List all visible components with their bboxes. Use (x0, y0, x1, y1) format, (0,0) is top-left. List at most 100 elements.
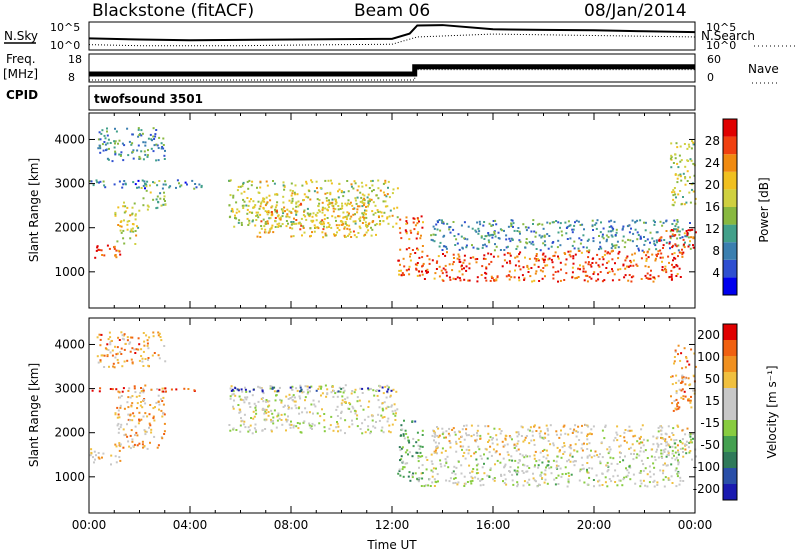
heatmap-cell (643, 243, 646, 246)
heatmap-cell (350, 215, 353, 218)
heatmap-cell (368, 198, 371, 201)
heatmap-cell (616, 425, 619, 428)
heatmap-cell (354, 197, 357, 200)
heatmap-cell (266, 201, 269, 204)
heatmap-cell (483, 462, 485, 465)
heatmap-cell (530, 230, 533, 233)
heatmap-cell (463, 278, 466, 281)
heatmap-cell (575, 276, 578, 279)
heatmap-cell (408, 441, 411, 444)
heatmap-cell (263, 200, 266, 203)
heatmap-cell (641, 249, 644, 252)
heatmap-cell (291, 395, 294, 398)
heatmap-cell (508, 459, 511, 462)
heatmap-cell (121, 334, 124, 337)
heatmap-cell (299, 228, 302, 231)
heatmap-cell (343, 401, 346, 404)
heatmap-cell (626, 225, 629, 228)
heatmap-cell (130, 228, 133, 231)
heatmap-cell (117, 413, 120, 416)
heatmap-cell (477, 477, 480, 480)
heatmap-cell (138, 155, 141, 158)
heatmap-cell (451, 263, 454, 266)
heatmap-cell (106, 134, 109, 137)
heatmap-cell (686, 360, 689, 363)
heatmap-cell (252, 200, 255, 203)
heatmap-cell (313, 190, 316, 193)
heatmap-cell (386, 216, 389, 219)
heatmap-cell (115, 130, 118, 133)
heatmap-cell (506, 451, 509, 454)
heatmap-cell (688, 451, 691, 454)
heatmap-cell (480, 457, 483, 460)
heatmap-cell (557, 231, 560, 234)
heatmap-cell (671, 383, 674, 386)
heatmap-cell (159, 192, 162, 195)
heatmap-cell (287, 404, 290, 407)
heatmap-cell (397, 259, 400, 262)
heatmap-cell (371, 210, 374, 213)
heatmap-cell (260, 201, 263, 204)
heatmap-cell (132, 223, 135, 226)
heatmap-cell (434, 233, 437, 236)
heatmap-cell (311, 422, 314, 425)
heatmap-cell (656, 255, 658, 258)
heatmap-cell (670, 142, 673, 145)
heatmap-cell (164, 183, 167, 186)
heatmap-cell (306, 207, 309, 210)
heatmap-cell (314, 405, 317, 408)
heatmap-cell (517, 483, 519, 486)
heatmap-cell (367, 387, 370, 390)
heatmap-cell (363, 202, 366, 205)
heatmap-cell (123, 242, 126, 245)
heatmap-cell (338, 229, 341, 232)
heatmap-cell (659, 469, 662, 472)
heatmap-cell (153, 419, 156, 422)
heatmap-cell (646, 251, 649, 254)
heatmap-cell (248, 179, 251, 182)
heatmap-cell (673, 266, 676, 268)
heatmap-cell (533, 465, 536, 468)
heatmap-cell (538, 234, 541, 237)
heatmap-cell (598, 235, 600, 237)
heatmap-cell (607, 230, 610, 233)
heatmap-cell (527, 428, 530, 431)
heatmap-cell (630, 276, 633, 279)
heatmap-cell (596, 219, 599, 222)
heatmap-cell (142, 350, 145, 353)
heatmap-cell (628, 274, 631, 276)
heatmap-cell (367, 406, 370, 408)
heatmap-cell (137, 179, 140, 182)
colorbar-swatch (723, 119, 737, 137)
heatmap-cell (127, 440, 130, 443)
heatmap-cell (245, 204, 248, 207)
heatmap-cell (601, 484, 604, 486)
heatmap-cell (552, 255, 555, 257)
heatmap-cell (676, 273, 679, 275)
heatmap-cell (158, 180, 161, 182)
heatmap-cell (619, 456, 621, 459)
heatmap-cell (258, 231, 261, 234)
heatmap-cell (341, 207, 344, 210)
heatmap-cell (625, 467, 627, 470)
heatmap-cell (121, 186, 124, 189)
heatmap-cell (266, 184, 269, 187)
heatmap-cell (553, 254, 556, 257)
heatmap-cell (152, 198, 155, 201)
heatmap-cell (342, 222, 345, 225)
heatmap-cell (265, 202, 268, 205)
heatmap-cell (133, 387, 136, 390)
heatmap-cell (389, 394, 392, 397)
heatmap-cell (579, 242, 582, 245)
heatmap-cell (311, 181, 314, 184)
heatmap-cell (477, 445, 480, 448)
heatmap-cell (672, 189, 675, 192)
heatmap-cell (415, 451, 418, 454)
heatmap-cell (537, 265, 540, 268)
heatmap-cell (324, 384, 327, 387)
heatmap-cell (161, 437, 164, 440)
heatmap-cell (276, 201, 279, 204)
heatmap-cell (105, 148, 108, 151)
heatmap-cell (681, 442, 684, 445)
heatmap-cell (195, 186, 198, 189)
